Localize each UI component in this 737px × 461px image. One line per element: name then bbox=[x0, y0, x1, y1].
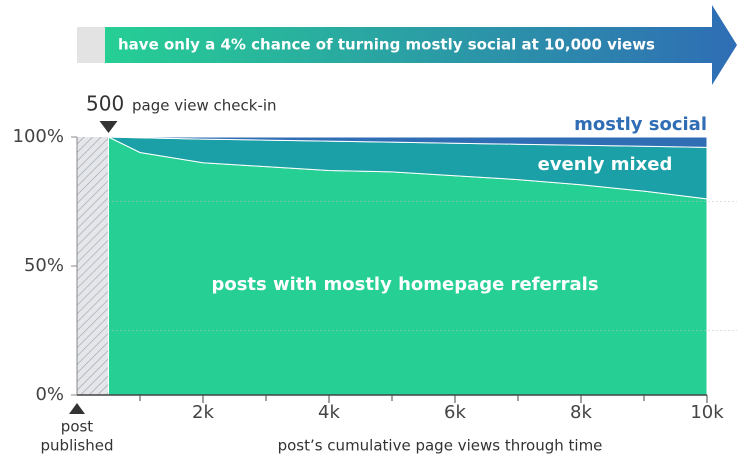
x-tick-label: 2k bbox=[192, 402, 214, 423]
published-label: post bbox=[61, 418, 94, 436]
banner-gray bbox=[77, 27, 105, 63]
x-tick-label: 4k bbox=[318, 402, 340, 423]
y-tick-label: 50% bbox=[24, 255, 64, 276]
banner-text: have only a 4% chance of turning mostly … bbox=[118, 36, 655, 54]
series-label: posts with mostly homepage referrals bbox=[211, 274, 598, 295]
published-label: published bbox=[41, 437, 114, 455]
checkin-text: page view check-in bbox=[132, 97, 277, 115]
x-axis-title: post’s cumulative page views through tim… bbox=[278, 437, 603, 455]
area bbox=[108, 136, 708, 148]
x-tick-label: 10k bbox=[690, 402, 724, 423]
checkin-value: 500 bbox=[86, 92, 124, 116]
x-tick-label: 8k bbox=[570, 402, 592, 423]
series-label: mostly social bbox=[574, 114, 707, 135]
banner-arrow bbox=[105, 5, 737, 85]
checkin-marker bbox=[99, 121, 118, 133]
y-tick-label: 0% bbox=[35, 384, 64, 405]
series-label: evenly mixed bbox=[538, 154, 673, 175]
published-marker bbox=[69, 403, 85, 414]
y-tick-label: 100% bbox=[13, 126, 64, 147]
hatched-region bbox=[77, 137, 109, 395]
x-tick-label: 6k bbox=[444, 402, 466, 423]
